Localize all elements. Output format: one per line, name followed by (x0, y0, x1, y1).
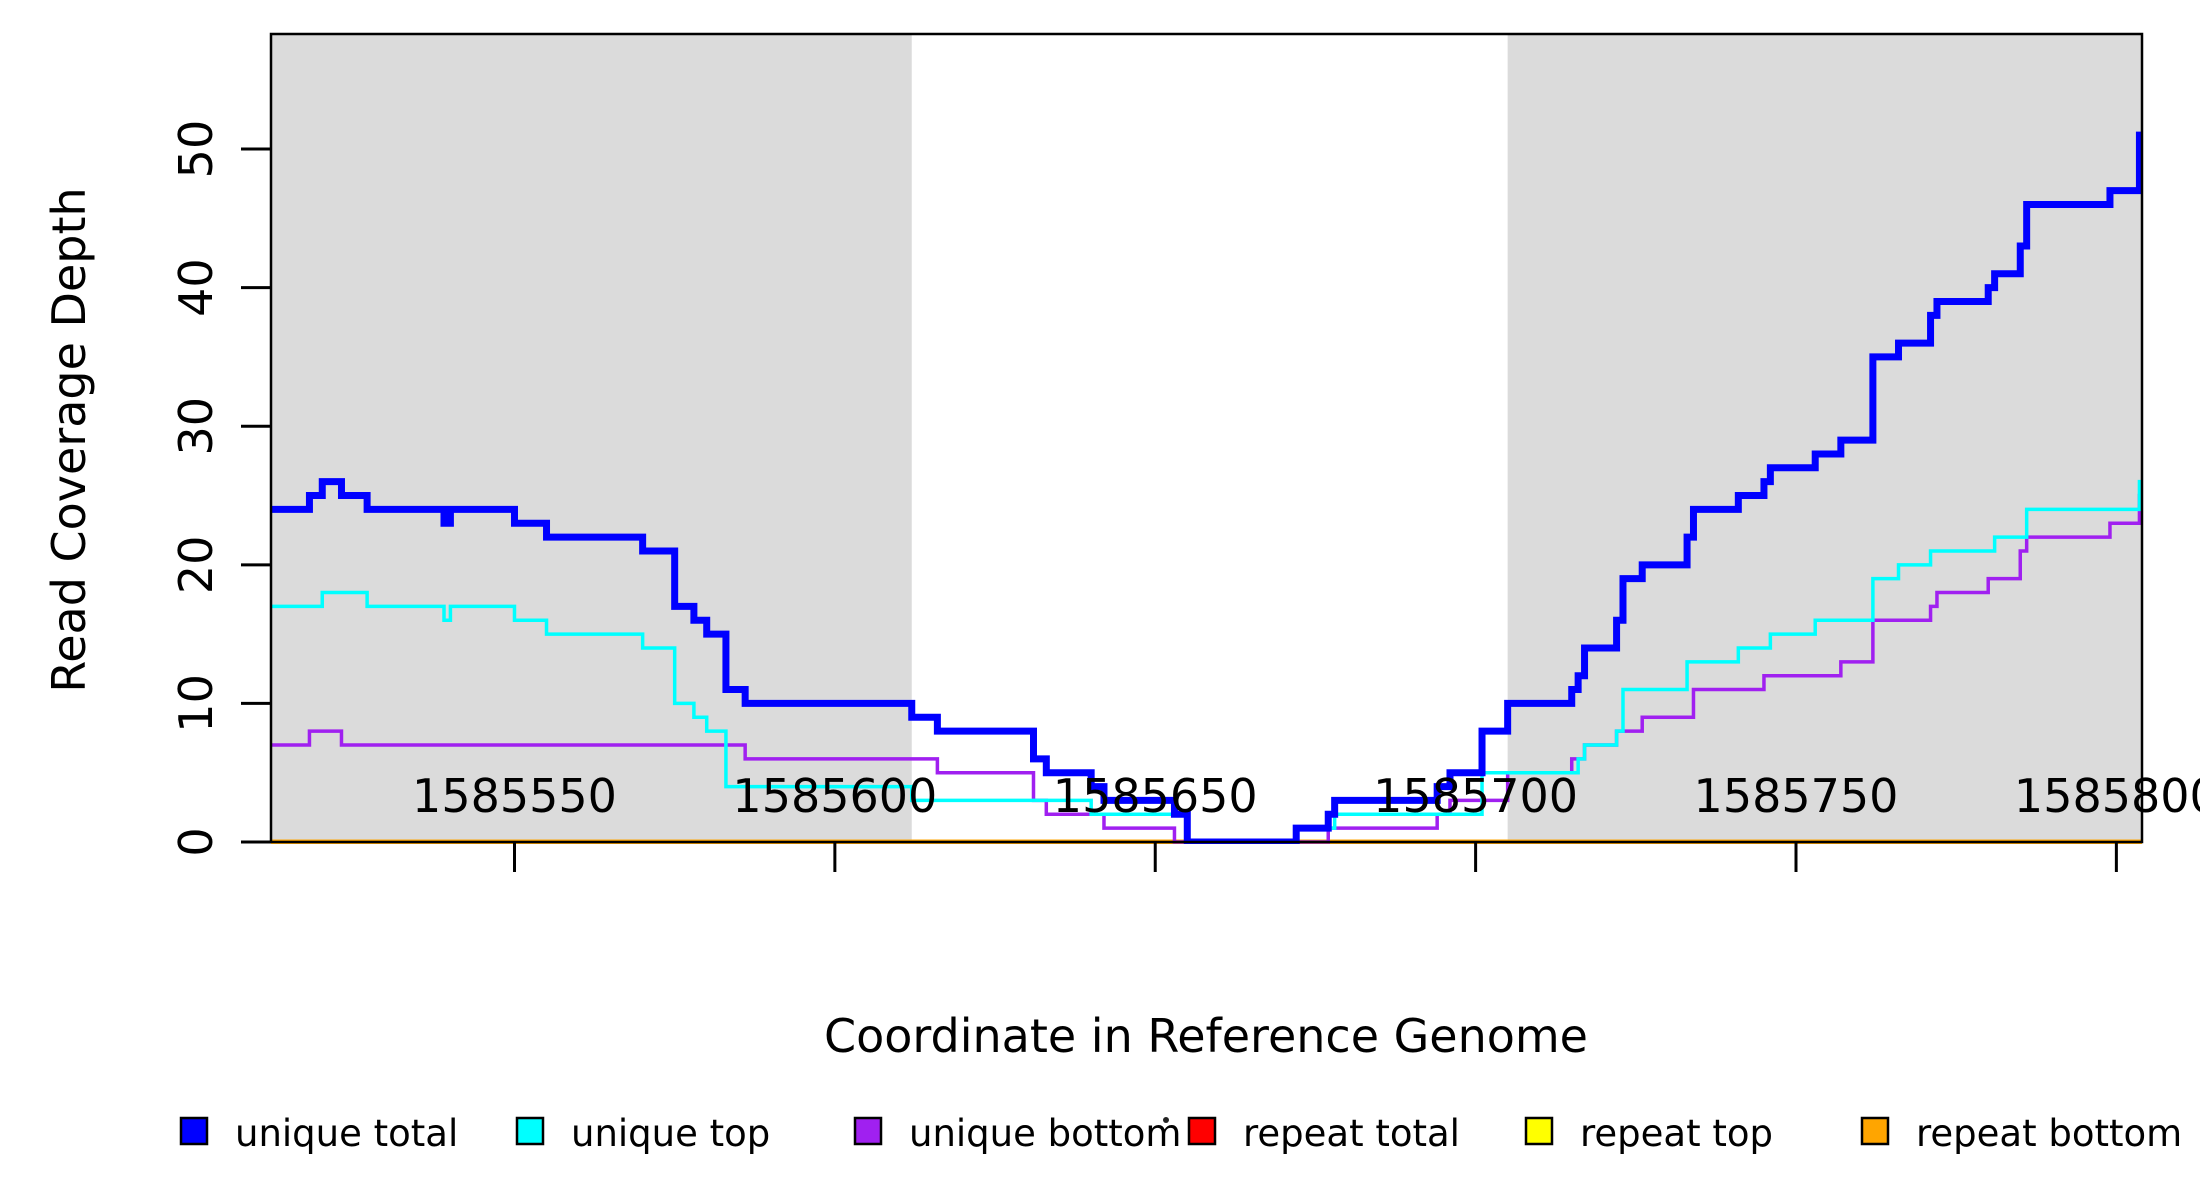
x-tick-label-1585600: 1585600 (732, 769, 937, 823)
x-tick-label-1585700: 1585700 (1373, 769, 1578, 823)
y-tick-label-10: 10 (169, 674, 223, 733)
legend-swatch-unique-total (179, 1116, 209, 1146)
x-tick-label-1585650: 1585650 (1053, 769, 1258, 823)
legend-label-repeat-total: repeat total (1243, 1112, 1460, 1155)
x-tick-label-1585750: 1585750 (1694, 769, 1899, 823)
legend-swatch-unique-top (515, 1116, 545, 1146)
y-tick-label-30: 30 (169, 397, 223, 456)
legend-swatch-repeat-bottom (1860, 1116, 1890, 1146)
x-axis-title: Coordinate in Reference Genome (824, 1009, 1588, 1063)
x-tick-label-1585800: 1585800 (2014, 769, 2200, 823)
legend-swatch-repeat-top (1524, 1116, 1554, 1146)
legend-label-unique-bottom: unique bottom (909, 1112, 1181, 1155)
series-unique-top (271, 479, 2142, 844)
y-tick-label-50: 50 (169, 120, 223, 179)
legend-label-repeat-bottom: repeat bottom (1916, 1112, 2182, 1155)
y-axis-title: Read Coverage Depth (42, 187, 96, 692)
legend-label-repeat-top: repeat top (1580, 1112, 1773, 1155)
axis-tick-labels: 1585550 1585600 1585650 1585700 1585750 15858… (169, 120, 2200, 857)
y-tick-label-0: 0 (169, 827, 223, 856)
legend-swatch-unique-bottom (853, 1116, 883, 1146)
legend-item-repeat-bottom: repeat bottom (1860, 1112, 2182, 1155)
legend-item-repeat-total: repeat total (1187, 1112, 1460, 1155)
y-tick-label-40: 40 (169, 258, 223, 317)
x-tick-label-1585550: 1585550 (412, 769, 617, 823)
legend-swatch-repeat-total (1187, 1116, 1217, 1146)
shaded-regions (271, 33, 2142, 843)
stray-dot-artifact (1163, 1117, 1169, 1123)
shaded-region-1 (271, 33, 912, 843)
legend-item-repeat-top: repeat top (1524, 1112, 1773, 1155)
legend: unique total unique top unique bottom repea… (179, 1112, 2182, 1155)
legend-item-unique-top: unique top (515, 1112, 770, 1155)
axis-ticks (241, 147, 2118, 872)
series-unique-total (271, 131, 2143, 844)
legend-item-unique-total: unique total (179, 1112, 458, 1155)
legend-item-unique-bottom: unique bottom (853, 1112, 1181, 1155)
plot-border (269, 32, 2144, 844)
legend-label-unique-total: unique total (235, 1112, 458, 1155)
legend-label-unique-top: unique top (571, 1112, 770, 1155)
shaded-region-2 (1507, 33, 2142, 843)
y-tick-label-20: 20 (169, 536, 223, 595)
